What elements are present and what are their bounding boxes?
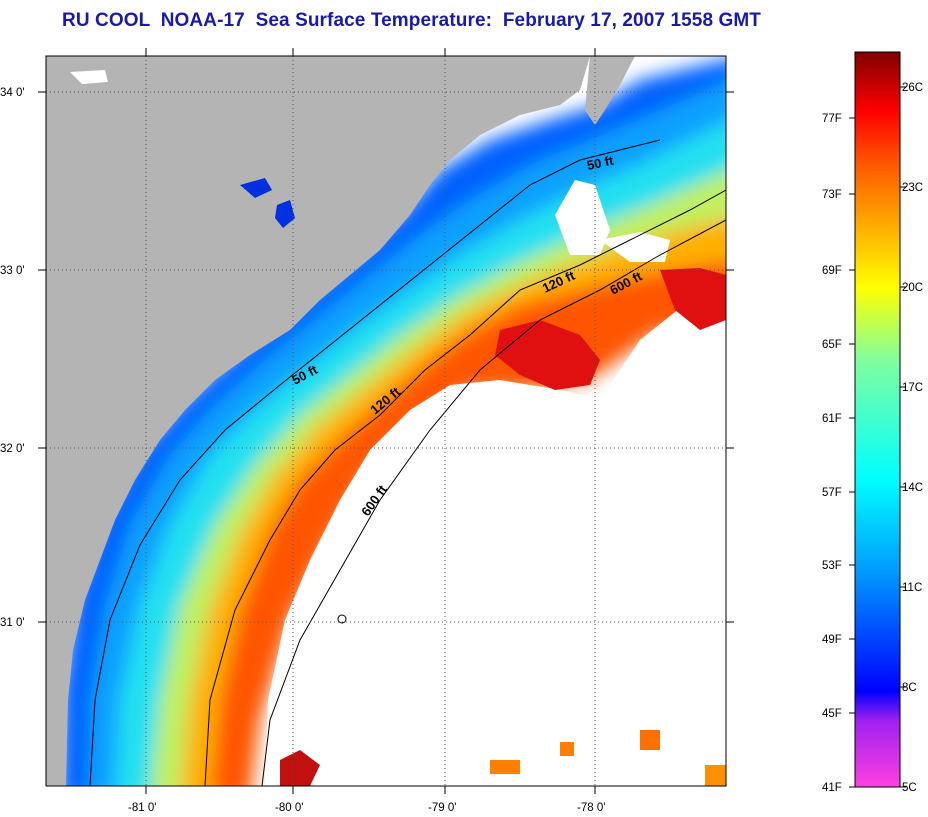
cb-f-label: 69F xyxy=(822,265,842,277)
land-mass xyxy=(46,56,590,786)
cb-c-label: 26C xyxy=(902,82,923,94)
colorbar-f-labels: 77F 73F 69F 65F 61F 57F 53F 49F 45F 41F xyxy=(822,113,842,794)
cb-c-label: 23C xyxy=(902,182,923,194)
cb-f-label: 45F xyxy=(822,708,842,720)
lat-tick-label: 34 0' xyxy=(0,87,25,99)
colorbar-c-labels: 26C 23C 20C 17C 14C 11C 8C 5C xyxy=(902,82,923,794)
cb-f-label: 41F xyxy=(822,782,842,794)
cb-c-label: 11C xyxy=(902,582,922,594)
warm-patches xyxy=(280,268,726,786)
cb-c-label: 20C xyxy=(902,282,923,294)
tick-marks xyxy=(38,48,734,794)
cb-c-label: 5C xyxy=(902,782,917,794)
isobath-label: 50 ft xyxy=(586,153,616,173)
map-frame xyxy=(45,55,727,787)
cb-f-label: 61F xyxy=(822,413,842,425)
outer-banks xyxy=(585,56,635,125)
cb-f-label: 57F xyxy=(822,487,842,499)
lon-tick-label: -78 0' xyxy=(577,802,605,814)
cb-f-label: 73F xyxy=(822,189,842,201)
lake-moultrie xyxy=(275,200,295,228)
lon-tick-label: -81 0' xyxy=(128,802,156,814)
cloud-mask xyxy=(265,300,726,786)
cb-f-label: 53F xyxy=(822,560,842,572)
sst-field xyxy=(60,59,726,786)
cb-f-label: 77F xyxy=(822,113,842,125)
colorbar xyxy=(854,51,901,788)
lon-tick-label: -80 0' xyxy=(275,802,303,814)
lat-tick-label: 31 0' xyxy=(0,617,25,629)
lake-marion xyxy=(240,178,272,198)
cb-f-label: 65F xyxy=(822,339,842,351)
inland-cloud xyxy=(70,70,108,84)
map-title: RU COOL NOAA-17 Sea Surface Temperature:… xyxy=(62,10,761,31)
lon-tick-label: -79 0' xyxy=(428,802,456,814)
cb-f-label: 49F xyxy=(822,634,842,646)
cb-c-label: 17C xyxy=(902,382,923,394)
graticule xyxy=(46,56,726,786)
lat-tick-label: 32 0' xyxy=(0,443,25,455)
isobath-lines xyxy=(89,139,726,786)
lat-tick-label: 33 0' xyxy=(0,265,25,277)
cb-c-label: 8C xyxy=(902,682,917,694)
colorbar-ticks xyxy=(849,86,906,788)
cb-c-label: 14C xyxy=(902,482,923,494)
